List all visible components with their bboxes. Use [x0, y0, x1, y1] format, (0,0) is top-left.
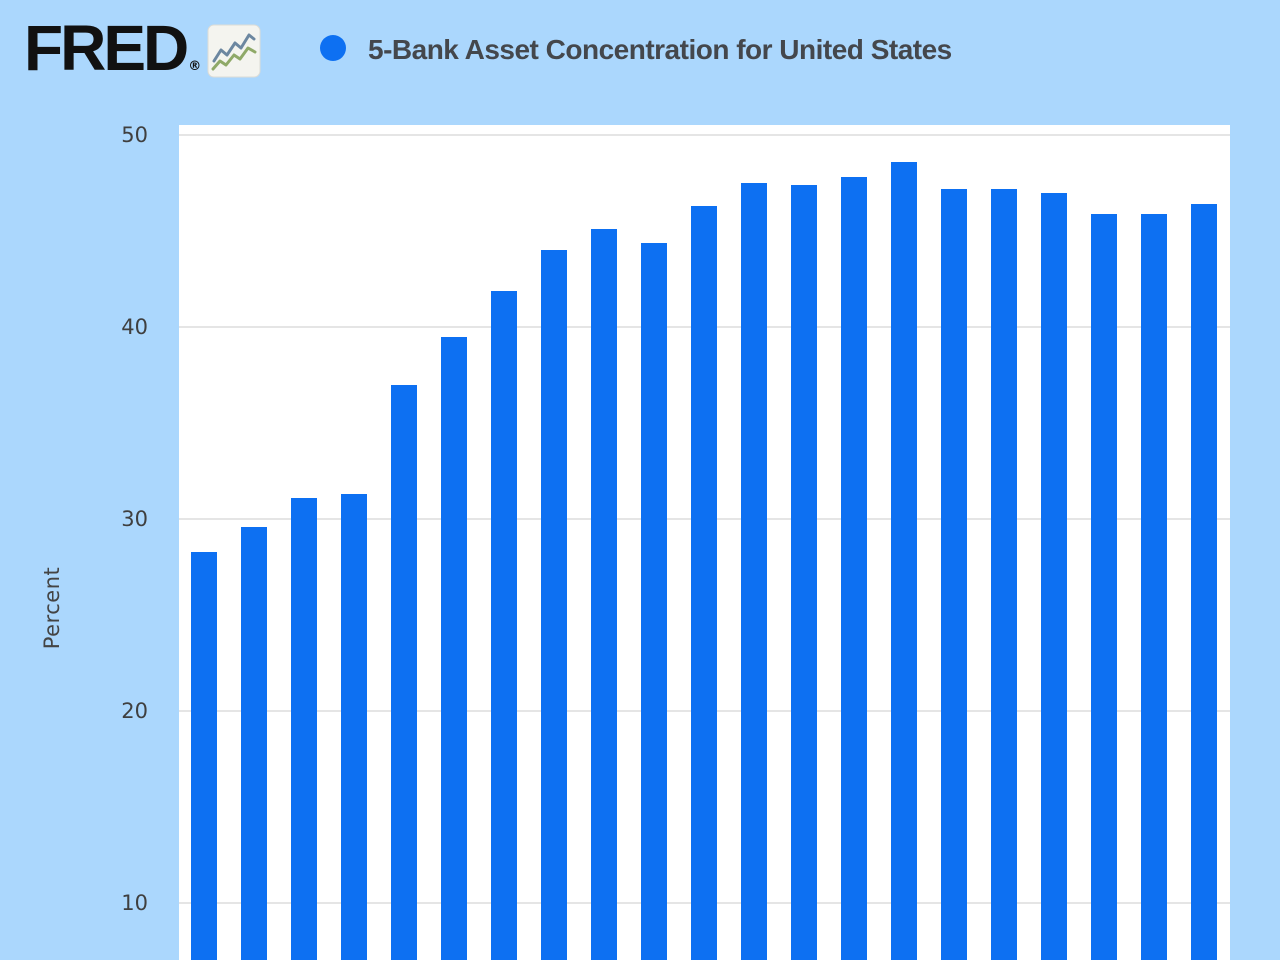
- bar[interactable]: [291, 497, 317, 960]
- series-legend-marker-icon[interactable]: [320, 35, 346, 61]
- fred-sparkline-icon: [207, 24, 261, 78]
- y-tick-label: 10: [121, 891, 148, 915]
- bar[interactable]: [191, 551, 217, 960]
- bar[interactable]: [1191, 204, 1217, 960]
- bar[interactable]: [641, 242, 667, 960]
- bar[interactable]: [691, 206, 717, 960]
- bar[interactable]: [991, 188, 1017, 960]
- y-axis-label: Percent: [40, 566, 64, 650]
- bar[interactable]: [1091, 213, 1117, 960]
- registered-trademark-symbol: ®: [188, 59, 202, 74]
- bar[interactable]: [391, 384, 417, 960]
- y-tick-label: 30: [121, 507, 148, 531]
- y-tick-label: 20: [121, 699, 148, 723]
- y-tick-label: 40: [121, 315, 148, 339]
- fred-logo-text: FRED: [24, 12, 189, 84]
- plot-area: [179, 125, 1230, 960]
- bar[interactable]: [441, 336, 467, 960]
- fred-logo[interactable]: FRED ®: [24, 16, 261, 80]
- bar[interactable]: [541, 250, 567, 960]
- bar[interactable]: [891, 161, 917, 960]
- bar[interactable]: [941, 188, 967, 960]
- bar[interactable]: [791, 184, 817, 960]
- chart-title: 5-Bank Asset Concentration for United St…: [368, 34, 952, 65]
- bar[interactable]: [341, 494, 367, 960]
- bar[interactable]: [741, 183, 767, 960]
- y-tick-label: 50: [121, 123, 148, 147]
- bar[interactable]: [841, 177, 867, 960]
- bar[interactable]: [1041, 192, 1067, 960]
- bar[interactable]: [241, 526, 267, 960]
- gridline: [179, 134, 1230, 136]
- bar[interactable]: [591, 229, 617, 960]
- bar[interactable]: [1141, 213, 1167, 960]
- bar[interactable]: [491, 290, 517, 960]
